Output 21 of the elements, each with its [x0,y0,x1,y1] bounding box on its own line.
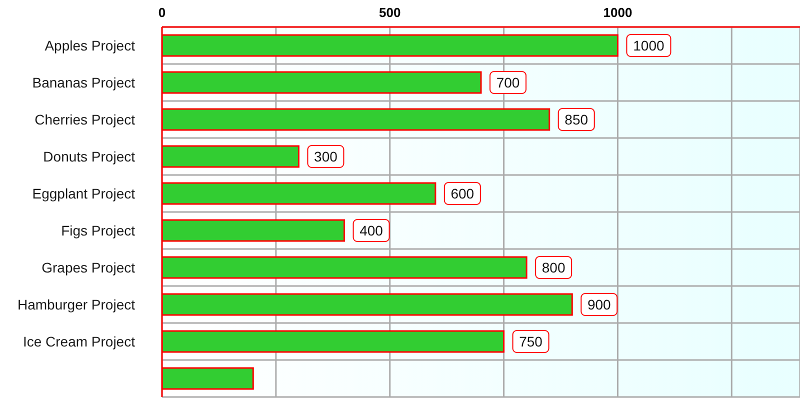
x-tick-label: 1000 [603,5,632,20]
x-tick-label: 0 [158,5,166,20]
data-label: 750 [519,333,543,350]
data-label: 700 [496,74,520,90]
y-tick-label: Eggplant Project [32,185,136,202]
x-tick-label: 500 [379,5,401,20]
data-label: 900 [587,296,612,312]
data-label: 850 [564,111,588,128]
y-tick-label: Figs Project [61,222,136,238]
data-label: 400 [360,222,384,238]
data-label: 300 [314,148,338,164]
data-label: 800 [542,259,566,276]
y-tick-label: Apples Project [44,37,136,54]
y-tick-label: Ice Cream Project [22,333,136,350]
y-tick-label: Hamburger Project [18,296,136,312]
data-label: 600 [450,185,474,202]
y-tick-label: Bananas Project [32,74,136,90]
y-tick-label: Donuts Project [43,148,136,164]
y-tick-label: Grapes Project [42,259,136,276]
data-label: 1000 [633,37,664,54]
y-tick-label: Cherries Project [34,111,136,128]
